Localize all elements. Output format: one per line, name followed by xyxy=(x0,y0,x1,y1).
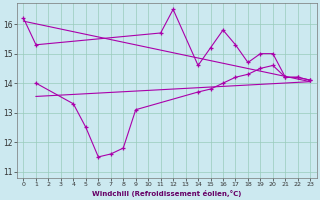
X-axis label: Windchill (Refroidissement éolien,°C): Windchill (Refroidissement éolien,°C) xyxy=(92,190,242,197)
